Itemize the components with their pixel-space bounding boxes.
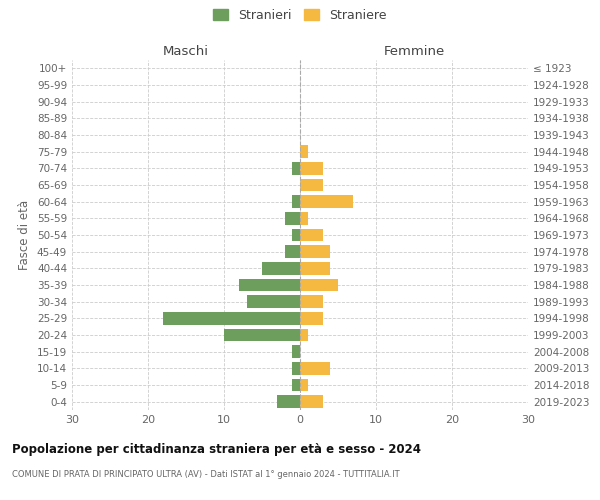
Bar: [247, 296, 300, 308]
Bar: [300, 362, 331, 374]
Y-axis label: Anni di nascita: Anni di nascita: [598, 192, 600, 278]
Bar: [292, 362, 300, 374]
Bar: [300, 379, 308, 391]
Legend: Stranieri, Straniere: Stranieri, Straniere: [211, 6, 389, 24]
Bar: [292, 196, 300, 208]
Bar: [292, 162, 300, 174]
Text: Maschi: Maschi: [163, 46, 209, 59]
Bar: [300, 312, 323, 324]
Bar: [277, 396, 300, 408]
Bar: [300, 179, 323, 192]
Bar: [300, 196, 353, 208]
Bar: [262, 262, 300, 274]
Text: COMUNE DI PRATA DI PRINCIPATO ULTRA (AV) - Dati ISTAT al 1° gennaio 2024 - TUTTI: COMUNE DI PRATA DI PRINCIPATO ULTRA (AV)…: [12, 470, 400, 479]
Bar: [300, 146, 308, 158]
Bar: [300, 279, 338, 291]
Bar: [292, 346, 300, 358]
Bar: [300, 162, 323, 174]
Bar: [285, 246, 300, 258]
Bar: [300, 229, 323, 241]
Bar: [239, 279, 300, 291]
Bar: [285, 212, 300, 224]
Bar: [292, 229, 300, 241]
Bar: [300, 329, 308, 341]
Bar: [300, 246, 331, 258]
Bar: [292, 379, 300, 391]
Text: Popolazione per cittadinanza straniera per età e sesso - 2024: Popolazione per cittadinanza straniera p…: [12, 442, 421, 456]
Bar: [300, 396, 323, 408]
Bar: [163, 312, 300, 324]
Y-axis label: Fasce di età: Fasce di età: [19, 200, 31, 270]
Text: Femmine: Femmine: [383, 46, 445, 59]
Bar: [300, 296, 323, 308]
Bar: [224, 329, 300, 341]
Bar: [300, 262, 331, 274]
Bar: [300, 212, 308, 224]
